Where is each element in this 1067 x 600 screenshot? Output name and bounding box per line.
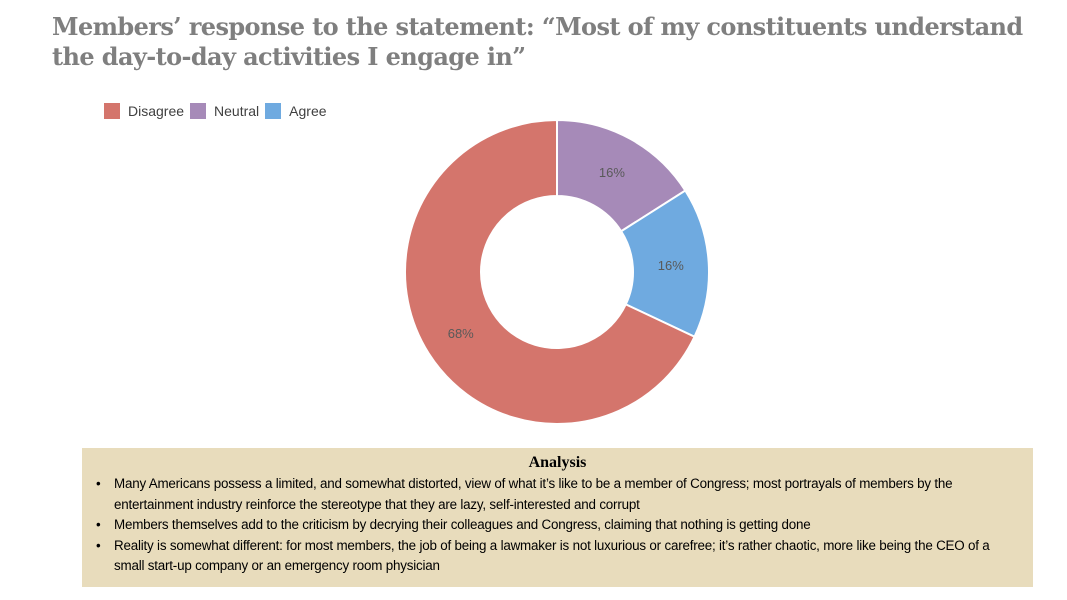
chart-legend: Disagree Neutral Agree (104, 103, 333, 119)
donut-chart: 68% 16% 16% (404, 118, 710, 425)
legend-label-disagree: Disagree (128, 103, 185, 119)
legend-label-neutral: Neutral (214, 103, 260, 119)
slice-label-disagree: 68% (448, 326, 474, 341)
analysis-bullet: • Many Americans possess a limited, and s… (96, 474, 1021, 515)
slice-label-agree: 16% (658, 258, 684, 273)
analysis-bullet: • Members themselves add to the criticism… (96, 515, 1021, 536)
bullet-icon: • (96, 517, 101, 532)
bullet-icon: • (96, 537, 101, 553)
analysis-bullet: • Reality is somewhat different: for most… (96, 536, 1021, 577)
donut-slices (404, 118, 710, 425)
analysis-title: Analysis (528, 454, 587, 471)
legend-swatch-disagree (104, 103, 120, 119)
legend-item-neutral: Neutral (190, 103, 259, 119)
legend-swatch-neutral (190, 103, 207, 119)
bullet-icon: • (96, 476, 101, 491)
analysis-bullet-text: Members themselves add to the criticism … (114, 517, 811, 532)
legend-label-agree: Agree (289, 103, 327, 119)
legend-item-agree: Agree (265, 103, 327, 119)
slice-label-neutral: 16% (599, 165, 625, 180)
analysis-bullet-text: Many Americans possess a limited, and so… (114, 476, 953, 512)
analysis-box: Analysis • Many Americans possess a limit… (82, 448, 1033, 587)
donut-slice-disagree (404, 118, 696, 425)
legend-item-disagree: Disagree (104, 103, 184, 119)
analysis-bullet-text: Reality is somewhat different: for most … (114, 537, 990, 574)
legend-swatch-agree (265, 103, 282, 119)
analysis-list: • Many Americans possess a limited, and s… (94, 474, 1021, 577)
chart-title: Members’ response to the statement: “Mos… (52, 12, 1023, 71)
